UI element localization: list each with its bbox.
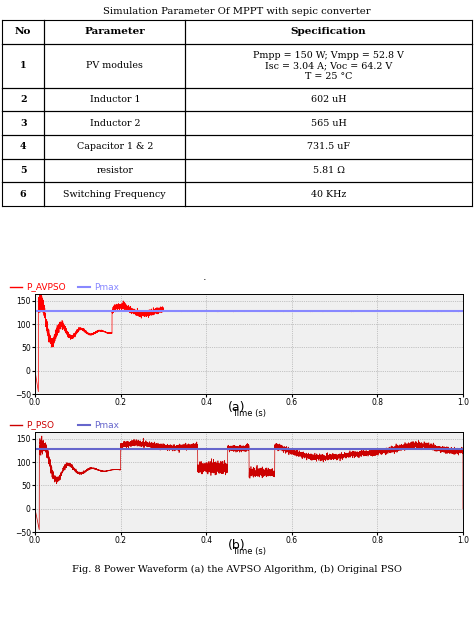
Text: 565 uH: 565 uH <box>311 119 346 128</box>
Text: Specification: Specification <box>291 27 366 36</box>
Text: P_PSO: P_PSO <box>26 420 54 430</box>
Text: (a): (a) <box>228 400 246 413</box>
Text: 602 uH: 602 uH <box>311 95 346 104</box>
Text: (b): (b) <box>228 538 246 551</box>
Text: resistor: resistor <box>96 166 133 175</box>
Text: .: . <box>203 272 207 282</box>
Text: Capacitor 1 & 2: Capacitor 1 & 2 <box>77 142 153 151</box>
X-axis label: Time (s): Time (s) <box>232 408 266 418</box>
Text: 2: 2 <box>20 95 27 104</box>
Text: Parameter: Parameter <box>84 27 145 36</box>
Text: Fig. 8 Power Waveform (a) the AVPSO Algorithm, (b) Original PSO: Fig. 8 Power Waveform (a) the AVPSO Algo… <box>72 564 402 574</box>
Text: 731.5 uF: 731.5 uF <box>307 142 350 151</box>
Text: Simulation Parameter Of MPPT with sepic converter: Simulation Parameter Of MPPT with sepic … <box>103 7 371 15</box>
Text: No: No <box>15 27 31 36</box>
Text: 40 KHz: 40 KHz <box>311 190 346 199</box>
Text: 6: 6 <box>20 190 27 199</box>
Text: Pmax: Pmax <box>94 420 119 430</box>
Text: Inductor 2: Inductor 2 <box>90 119 140 128</box>
Text: Switching Frequency: Switching Frequency <box>64 190 166 199</box>
Text: Pmpp = 150 W; Vmpp = 52.8 V
Isc = 3.04 A; Voc = 64.2 V
T = 25 °C: Pmpp = 150 W; Vmpp = 52.8 V Isc = 3.04 A… <box>253 51 404 80</box>
Text: 1: 1 <box>20 61 27 70</box>
Text: 5.81 Ω: 5.81 Ω <box>313 166 345 175</box>
Text: 4: 4 <box>20 142 27 151</box>
Text: 5: 5 <box>20 166 27 175</box>
X-axis label: Time (s): Time (s) <box>232 546 266 556</box>
Text: P_AVPSO: P_AVPSO <box>26 282 65 292</box>
Text: 3: 3 <box>20 119 27 128</box>
Text: Pmax: Pmax <box>94 282 119 292</box>
Text: Inductor 1: Inductor 1 <box>90 95 140 104</box>
Text: PV modules: PV modules <box>86 61 143 70</box>
